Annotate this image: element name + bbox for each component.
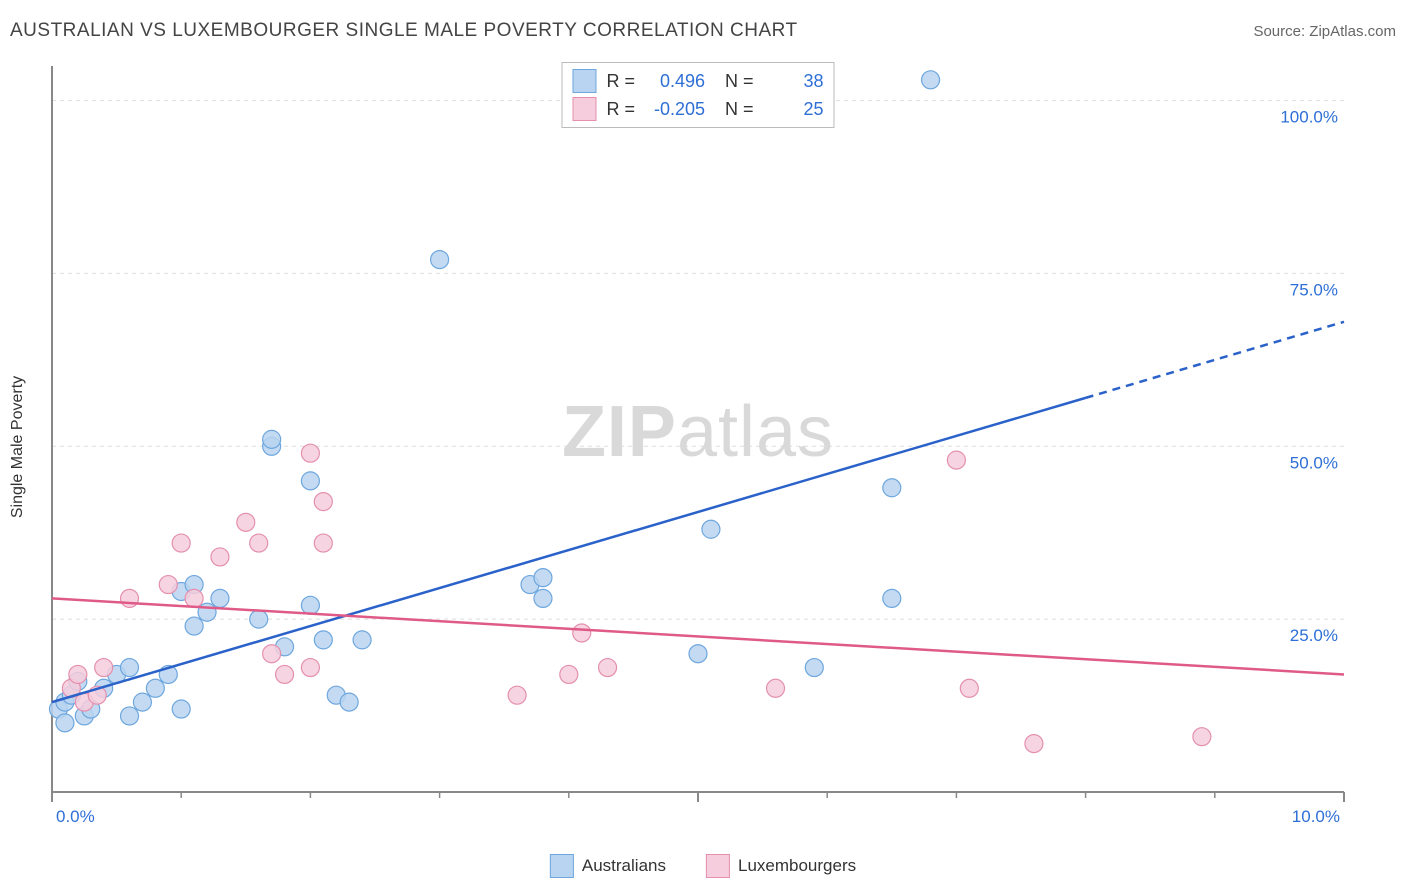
legend-item-australians: Australians: [550, 854, 666, 878]
r-label: R =: [606, 99, 635, 120]
scatter-chart-svg: 25.0% 50.0% 75.0% 100.0% 0.0% 10.0%: [48, 62, 1348, 832]
r-value-australians: 0.496: [645, 71, 705, 92]
swatch-luxembourgers: [706, 854, 730, 878]
swatch-australians: [550, 854, 574, 878]
legend-label-luxembourgers: Luxembourgers: [738, 856, 856, 876]
svg-text:10.0%: 10.0%: [1292, 807, 1340, 826]
swatch-luxembourgers: [572, 97, 596, 121]
legend-correlation-box: R = 0.496 N = 38 R = -0.205 N = 25: [561, 62, 834, 128]
n-value-luxembourgers: 25: [764, 99, 824, 120]
r-label: R =: [606, 71, 635, 92]
n-value-australians: 38: [764, 71, 824, 92]
svg-text:100.0%: 100.0%: [1280, 108, 1338, 127]
legend-item-luxembourgers: Luxembourgers: [706, 854, 856, 878]
n-label: N =: [715, 71, 754, 92]
legend-row-australians: R = 0.496 N = 38: [572, 67, 823, 95]
n-label: N =: [715, 99, 754, 120]
legend-row-luxembourgers: R = -0.205 N = 25: [572, 95, 823, 123]
legend-label-australians: Australians: [582, 856, 666, 876]
source-label: Source: ZipAtlas.com: [1253, 23, 1396, 40]
title-bar: AUSTRALIAN VS LUXEMBOURGER SINGLE MALE P…: [10, 20, 1396, 42]
svg-text:25.0%: 25.0%: [1290, 626, 1338, 645]
legend-bottom: Australians Luxembourgers: [550, 854, 856, 878]
y-axis-label: Single Male Poverty: [9, 376, 27, 518]
svg-text:75.0%: 75.0%: [1290, 280, 1338, 299]
svg-text:50.0%: 50.0%: [1290, 453, 1338, 472]
svg-text:0.0%: 0.0%: [56, 807, 95, 826]
chart-title: AUSTRALIAN VS LUXEMBOURGER SINGLE MALE P…: [10, 20, 798, 42]
r-value-luxembourgers: -0.205: [645, 99, 705, 120]
swatch-australians: [572, 69, 596, 93]
plot-area: Single Male Poverty ZIPatlas 25.0%50.0%7…: [48, 62, 1348, 832]
